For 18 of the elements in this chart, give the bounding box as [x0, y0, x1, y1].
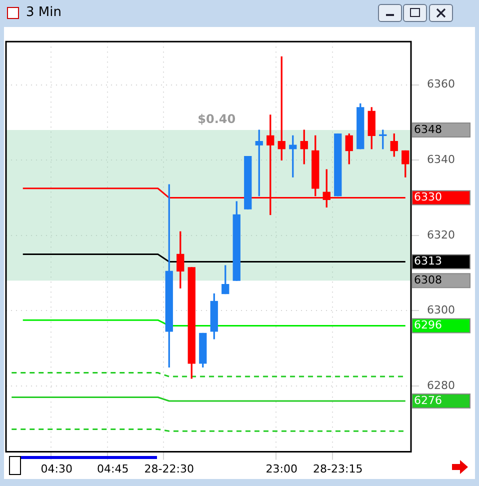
- data-label: 6296: [414, 318, 442, 332]
- data-label: 6330: [414, 190, 442, 204]
- y-tick-label: 6300: [427, 304, 455, 317]
- y-tick-label: 6320: [427, 228, 455, 242]
- x-tick-label: 04:45: [97, 462, 129, 476]
- text: 6348: [414, 122, 442, 136]
- chart-title: 3 Min: [26, 5, 62, 20]
- y-tick-label: 6340: [427, 153, 455, 166]
- y-tick-label: 6280: [427, 378, 455, 392]
- x-tick-label: 28-23:15: [313, 462, 363, 476]
- y-tick-label: 6360: [427, 78, 455, 91]
- band-label: $0.40: [198, 112, 236, 126]
- text: 6308: [414, 273, 442, 286]
- x-tick-label: 28-22:30: [144, 462, 194, 476]
- x-tick-label: 23:00: [266, 462, 298, 476]
- x-tick-label: 04:30: [40, 462, 72, 476]
- data-label: 6313: [414, 254, 442, 268]
- data-label: 6276: [414, 394, 442, 407]
